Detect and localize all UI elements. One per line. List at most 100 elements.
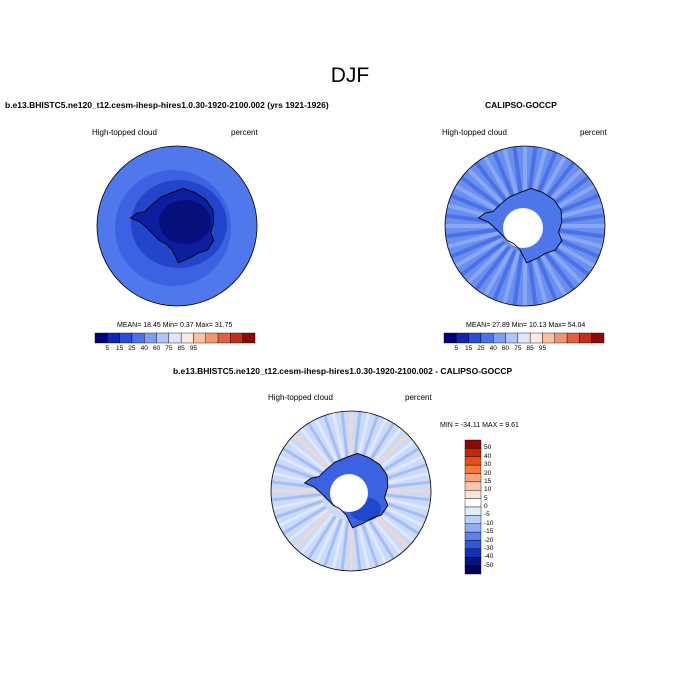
radial-streak [512, 146, 524, 201]
radial-streak [272, 496, 323, 511]
colorbar-swatch [464, 515, 482, 524]
radial-streak [323, 414, 343, 464]
radial-streak [331, 519, 346, 570]
colorbar-swatch [493, 332, 506, 344]
colorbar-swatch [464, 540, 482, 550]
panel1-stats: MEAN= 18.45 Min= 0.37 Max= 31.75 [117, 322, 233, 329]
colorbar-swatch [131, 332, 145, 344]
colorbar-swatch [464, 473, 482, 483]
colorbar-tick-label: -20 [484, 536, 494, 544]
radial-streak [539, 245, 576, 291]
radial-streak [352, 411, 362, 462]
radial-streak [287, 439, 329, 474]
radial-streak [536, 247, 567, 297]
panel3-colorbar-ticks: 50 40 30 20 15 10 5 0 -5 -10 -15 -20 -30 -40 -50 [484, 440, 514, 574]
panel2-colorbar [443, 332, 605, 344]
radial-streak [368, 513, 403, 555]
colorbar-tick-label: 5 [105, 345, 110, 352]
radial-streak [331, 412, 346, 463]
colorbar-tick-label: 50 [484, 444, 492, 452]
panel3-colorbar [464, 439, 482, 575]
radial-streak [379, 471, 430, 486]
coastline [477, 187, 563, 264]
colorbar-swatch [464, 481, 482, 491]
colorbar-tick-label: 5 [454, 345, 459, 352]
radial-streak [454, 237, 504, 268]
colorbar-swatch [144, 332, 157, 344]
panel1-colorbar-ticks: 5 15 25 40 60 75 85 95 [95, 345, 255, 355]
colorbar-tick-label: 95 [538, 345, 547, 352]
colorbar-swatch [464, 523, 482, 533]
radial-streak [359, 518, 379, 568]
radial-streak [492, 151, 517, 203]
colorbar-tick-label: 10 [484, 486, 492, 494]
colorbar-swatch [156, 332, 170, 344]
panel2-polar-map [444, 145, 606, 307]
radial-streak [447, 230, 501, 249]
radial-streak [371, 511, 409, 549]
radial-streak [365, 515, 395, 560]
radial-streak [467, 242, 509, 284]
colorbar-tick-label: -40 [484, 553, 494, 561]
missing-data-hole [503, 208, 543, 248]
colorbar-tick-label: 5 [484, 494, 488, 502]
colorbar-tick-label: 25 [128, 345, 136, 352]
colorbar-swatch [517, 332, 531, 344]
colorbar-tick-label: 60 [501, 345, 510, 352]
radial-streak [474, 245, 511, 291]
radial-streak [282, 447, 327, 477]
radial-streak [362, 418, 388, 465]
map-border [270, 410, 432, 572]
radial-streak [307, 422, 337, 467]
colorbar-tick-label: 75 [514, 345, 522, 352]
colorbar-swatch [193, 332, 206, 344]
colorbar-tick-label: 40 [489, 345, 497, 352]
panel1-colorbar [94, 332, 256, 344]
colorbar-swatch [542, 332, 555, 344]
colorbar-swatch [464, 448, 482, 457]
radial-streak [445, 227, 500, 239]
radial-streak [359, 414, 379, 464]
colorbar-tick-label: 85 [526, 345, 534, 352]
figure-title: DJF [330, 64, 370, 87]
radial-streak [460, 240, 506, 277]
colorbar-swatch [464, 548, 482, 558]
colorbar-tick-label: 15 [464, 345, 473, 352]
panel1-units-label: percent [231, 128, 258, 137]
colorbar-swatch [468, 332, 482, 344]
radial-streak [278, 454, 325, 480]
radial-streak [379, 496, 430, 511]
panel3-stats: MIN = -34.11 MAX = 9.61 [440, 422, 519, 429]
radial-streak [502, 148, 521, 202]
colorbar-swatch [464, 456, 482, 466]
colorbar-swatch [505, 332, 519, 344]
colorbar-tick-label: 40 [140, 345, 148, 352]
colorbar-swatch [443, 332, 457, 344]
colorbar-swatch [107, 332, 120, 344]
colorbar-tick-label: -15 [484, 528, 494, 536]
radial-streak [278, 502, 325, 528]
radial-streak [467, 168, 509, 210]
colorbar-swatch [480, 332, 494, 344]
colorbar-swatch [464, 506, 482, 516]
colorbar-swatch [94, 332, 108, 344]
colorbar-tick-label: 30 [484, 461, 492, 469]
radial-streak [533, 249, 558, 301]
radial-streak [323, 518, 343, 568]
radial-streak [474, 161, 511, 207]
colorbar-swatch [119, 332, 133, 344]
radial-streak [380, 492, 431, 502]
panel2-units-label: percent [580, 128, 607, 137]
colorbar-swatch [566, 332, 580, 344]
radial-streak [314, 418, 340, 465]
radial-streak [287, 508, 329, 543]
colorbar-tick-label: -10 [484, 519, 494, 527]
colorbar-tick-label: 0 [484, 503, 488, 510]
colorbar-tick-label: -30 [484, 544, 494, 552]
panel2-colorbar-ticks: 5 15 25 40 60 75 85 95 [444, 345, 604, 355]
coastline [129, 187, 215, 264]
radial-streak [380, 480, 431, 490]
colorbar-swatch [205, 332, 219, 344]
colorbar-swatch [242, 332, 256, 344]
colorbar-swatch [230, 332, 243, 344]
